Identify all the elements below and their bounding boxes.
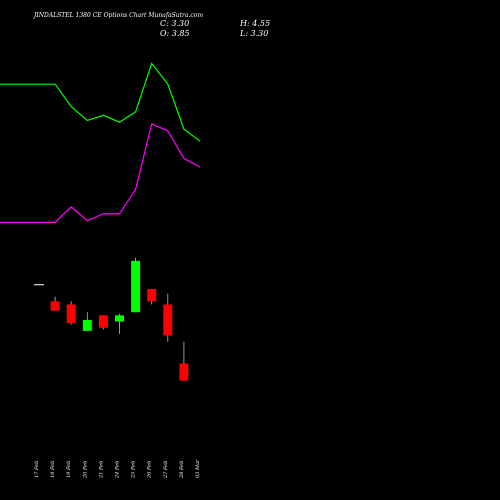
candle-body bbox=[66, 304, 76, 324]
candle-body bbox=[179, 363, 189, 381]
candle-24-feb bbox=[115, 313, 124, 334]
candle-body bbox=[115, 315, 124, 322]
candles bbox=[34, 257, 189, 381]
upper-band-line bbox=[0, 62, 201, 142]
low-value: L: 3.30 bbox=[240, 29, 269, 38]
x-tick-label: 18 Feb bbox=[50, 461, 56, 478]
candle-17-feb bbox=[34, 284, 44, 286]
candle-body bbox=[98, 315, 108, 328]
chart-title: JINDALSTEL 1380 CE Options Chart MunafaS… bbox=[34, 12, 204, 19]
candle-body bbox=[34, 284, 44, 286]
x-tick-label: 03 Mar bbox=[195, 459, 201, 478]
x-tick-label: 24 Feb bbox=[115, 461, 121, 479]
candle-28-feb bbox=[179, 341, 189, 381]
open-value: O: 3.85 bbox=[160, 29, 190, 38]
candle-25-feb bbox=[131, 257, 141, 313]
high-value: H: 4.55 bbox=[240, 19, 271, 28]
candle-27-feb bbox=[163, 293, 173, 342]
candle-26-feb bbox=[147, 288, 157, 305]
candle-20-feb bbox=[82, 312, 92, 331]
candle-19-feb bbox=[66, 301, 76, 325]
lower-band-line bbox=[0, 123, 201, 223]
band-lines bbox=[0, 62, 201, 223]
candle-body bbox=[147, 288, 157, 302]
candle-body bbox=[50, 301, 60, 311]
candle-body bbox=[82, 320, 92, 331]
x-tick-label: 20 Feb bbox=[82, 461, 88, 479]
close-value: C: 3.30 bbox=[160, 19, 190, 28]
candle-18-feb bbox=[50, 296, 60, 311]
x-tick-label: 25 Feb bbox=[131, 461, 137, 479]
x-axis-labels: 17 Feb 18 Feb 19 Feb 20 Feb 21 Feb 24 Feb 25 F… bbox=[34, 459, 201, 479]
x-tick-label: 28 Feb bbox=[179, 461, 185, 479]
candle-body bbox=[131, 260, 141, 313]
candle-body bbox=[163, 304, 173, 336]
x-tick-label: 19 Feb bbox=[66, 461, 72, 478]
x-tick-label: 21 Feb bbox=[98, 461, 104, 479]
candle-21-feb bbox=[98, 315, 108, 330]
x-tick-label: 17 Feb bbox=[34, 461, 40, 478]
x-tick-label: 26 Feb bbox=[147, 461, 153, 479]
x-tick-label: 27 Feb bbox=[163, 461, 169, 479]
